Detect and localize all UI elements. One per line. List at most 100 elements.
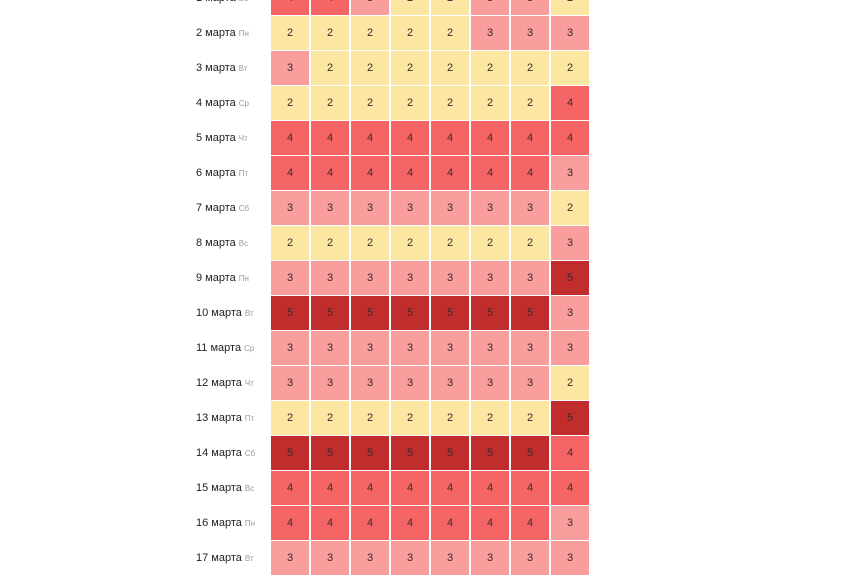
value-cell: 3	[511, 191, 549, 225]
value-cell: 2	[551, 0, 589, 15]
weekday-label: Ср	[244, 344, 255, 353]
value-cell: 2	[311, 16, 349, 50]
value-cell: 5	[431, 296, 469, 330]
date-text: 11 марта	[196, 342, 242, 354]
date-text: 7 марта	[196, 202, 236, 214]
date-label: 13 марта Пт	[196, 401, 254, 436]
date-label: 4 марта Ср	[196, 86, 249, 121]
value-cell: 2	[471, 401, 509, 435]
value-cell: 2	[391, 16, 429, 50]
value-cell: 2	[391, 401, 429, 435]
value-cell: 5	[471, 296, 509, 330]
date-label: 10 марта Вт	[196, 296, 254, 331]
value-cell: 3	[431, 541, 469, 575]
value-cell: 2	[551, 366, 589, 400]
value-cell: 5	[391, 296, 429, 330]
value-cell: 5	[351, 436, 389, 470]
value-cell: 2	[471, 51, 509, 85]
value-cell: 3	[391, 366, 429, 400]
weekday-label: Пн	[238, 274, 249, 283]
date-text: 16 марта	[196, 517, 242, 529]
date-text: 9 марта	[196, 272, 236, 284]
weekday-label: Пн	[238, 29, 249, 38]
weekday-label: Чт	[244, 379, 254, 388]
weekday-label: Пн	[244, 519, 256, 528]
value-cell: 2	[471, 226, 509, 260]
date-text: 6 марта	[196, 167, 236, 179]
value-cell: 2	[351, 86, 389, 120]
value-cell: 3	[511, 16, 549, 50]
value-cell: 4	[471, 156, 509, 190]
weekday-label: Чт	[238, 134, 248, 143]
table-row: 13 марта Пт 2 2 2 2 2 2 2 5	[0, 401, 842, 436]
value-cell: 3	[471, 261, 509, 295]
value-cell: 5	[511, 296, 549, 330]
value-cell: 3	[551, 331, 589, 365]
date-text: 13 марта	[196, 412, 242, 424]
weekday-label: Вт	[244, 554, 254, 563]
weekday-label: Вт	[238, 64, 248, 73]
table-row: 1 мартаВс44322332	[0, 0, 842, 16]
value-cell: 3	[551, 296, 589, 330]
date-label: 5 марта Чт	[196, 121, 248, 156]
value-cell: 2	[431, 401, 469, 435]
table-row: 6 марта Пт 4 4 4 4 4 4 4 3	[0, 156, 842, 191]
value-cell: 4	[511, 121, 549, 155]
value-cell: 4	[311, 471, 349, 505]
value-cell: 3	[351, 191, 389, 225]
value-cell: 2	[551, 191, 589, 225]
value-cell: 3	[471, 541, 509, 575]
value-cell: 5	[311, 436, 349, 470]
value-cell: 4	[471, 121, 509, 155]
weekday-label: Вс	[239, 0, 248, 3]
date-text: 3 марта	[196, 62, 236, 74]
table-row: 16 марта Пн 4 4 4 4 4 4 4 3	[0, 506, 842, 541]
value-cell: 3	[431, 366, 469, 400]
value-cell: 3	[551, 541, 589, 575]
weekday-label: Вс	[238, 239, 249, 248]
value-cell: 3	[391, 261, 429, 295]
value-cell: 4	[511, 471, 549, 505]
value-cell: 2	[351, 16, 389, 50]
value-cell: 4	[551, 436, 589, 470]
value-cell: 4	[271, 506, 309, 540]
value-cell: 3	[431, 331, 469, 365]
value-cell: 2	[471, 86, 509, 120]
table-row: 3 марта Вт 3 2 2 2 2 2 2 2	[0, 51, 842, 86]
value-cell: 3	[311, 261, 349, 295]
value-cell: 2	[311, 401, 349, 435]
value-cell: 2	[311, 51, 349, 85]
value-cell: 5	[431, 436, 469, 470]
table-row: 9 марта Пн 3 3 3 3 3 3 3 5	[0, 261, 842, 296]
value-cell: 2	[351, 401, 389, 435]
date-label: 14 марта Сб	[196, 436, 255, 471]
table-row: 4 марта Ср 2 2 2 2 2 2 2 4	[0, 86, 842, 121]
table-row: 11 марта Ср 3 3 3 3 3 3 3 3	[0, 331, 842, 366]
value-cell: 2	[391, 226, 429, 260]
value-cell: 4	[471, 506, 509, 540]
value-cell: 5	[551, 261, 589, 295]
table-row: 12 марта Чт 3 3 3 3 3 3 3 2	[0, 366, 842, 401]
date-label: 11 марта Ср	[196, 331, 254, 366]
value-cell: 5	[311, 296, 349, 330]
date-label: 8 марта Вс	[196, 226, 248, 261]
date-text: 12 марта	[196, 377, 242, 389]
value-cell: 5	[471, 436, 509, 470]
date-label: 2 марта Пн	[196, 16, 249, 51]
value-cell: 2	[431, 16, 469, 50]
date-label: 9 марта Пн	[196, 261, 249, 296]
value-cell: 3	[511, 331, 549, 365]
weekday-label: Вт	[244, 309, 254, 318]
value-cell: 4	[311, 156, 349, 190]
value-cell: 3	[391, 541, 429, 575]
value-cell: 4	[351, 156, 389, 190]
value-cell: 2	[511, 401, 549, 435]
value-cell: 4	[271, 471, 309, 505]
value-cell: 4	[391, 471, 429, 505]
value-cell: 5	[511, 436, 549, 470]
date-text: 8 марта	[196, 237, 236, 249]
value-cell: 2	[431, 226, 469, 260]
value-cell: 3	[551, 156, 589, 190]
value-cell: 3	[351, 331, 389, 365]
weekday-label: Пт	[238, 169, 249, 178]
